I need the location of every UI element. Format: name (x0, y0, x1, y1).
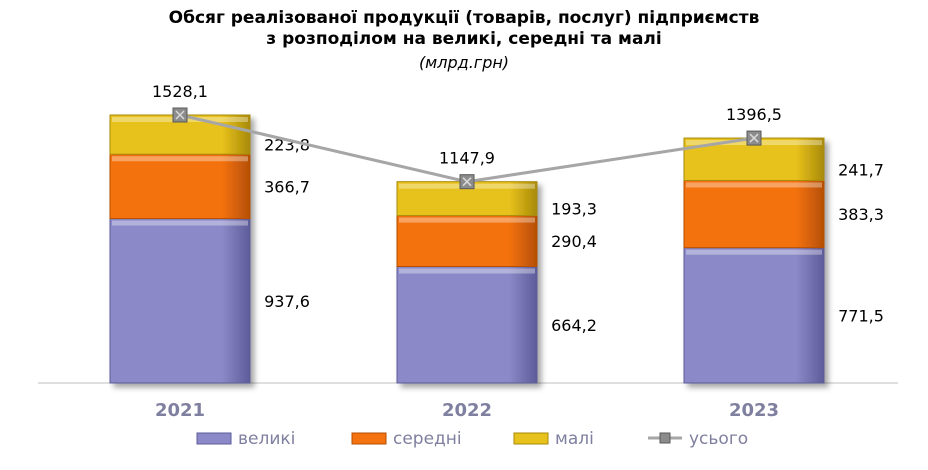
x-tick-label-2023: 2023 (729, 400, 779, 421)
bar-bevel-середні-2021 (112, 156, 248, 162)
x-tick-label-2021: 2021 (155, 400, 205, 421)
bar-bevel-великі-2021 (112, 220, 248, 226)
legend-swatch-малі (513, 432, 549, 445)
bar-segment-великі-2021 (109, 218, 251, 384)
bar-stack-2021 (109, 114, 251, 384)
legend-label-усього: усього (689, 429, 748, 449)
data-label-великі-2023: 771,5 (838, 306, 884, 325)
data-label-малі-2022: 193,3 (551, 200, 597, 219)
total-label-2021: 1528,1 (152, 82, 208, 101)
data-label-великі-2022: 664,2 (551, 316, 597, 335)
chart-subtitle: (млрд.грн) (418, 53, 510, 72)
bar-segment-середні-2022 (396, 215, 538, 268)
data-label-малі-2023: 241,7 (838, 160, 884, 179)
legend-label-середні: середні (393, 429, 462, 449)
chart-title-line-2: з розподілом на великі, середні та малі (266, 29, 662, 49)
data-label-середні-2022: 290,4 (551, 232, 597, 251)
bar-segment-великі-2023 (683, 247, 825, 384)
data-label-середні-2023: 383,3 (838, 205, 884, 224)
data-label-великі-2021: 937,6 (264, 292, 310, 311)
bar-bevel-середні-2023 (686, 182, 822, 188)
legend-marker-усього (659, 432, 671, 444)
bar-segment-великі-2022 (396, 266, 538, 384)
chart-title-block: Обсяг реалізованої продукції (товарів, п… (0, 8, 928, 74)
bar-segment-середні-2023 (683, 179, 825, 249)
total-label-2022: 1147,9 (439, 149, 495, 168)
bar-stack-2023 (683, 137, 825, 384)
total-marker-cross-2021 (175, 110, 185, 120)
bar-bevel-середні-2022 (399, 217, 535, 223)
total-marker-cross-2022 (462, 177, 472, 187)
total-marker-cross-2023 (749, 133, 759, 143)
legend-swatch-великі (196, 432, 232, 445)
data-label-середні-2021: 366,7 (264, 177, 310, 196)
chart-title-line-1: Обсяг реалізованої продукції (товарів, п… (168, 8, 760, 28)
total-label-2023: 1396,5 (726, 105, 782, 124)
bar-stack-2022 (396, 181, 538, 384)
bar-bevel-великі-2023 (686, 249, 822, 255)
bar-segment-середні-2021 (109, 153, 251, 220)
legend-label-малі: малі (555, 429, 594, 449)
data-label-малі-2021: 223,8 (264, 136, 310, 155)
legend-label-великі: великі (238, 429, 295, 449)
bar-bevel-великі-2022 (399, 268, 535, 274)
x-tick-label-2022: 2022 (442, 400, 492, 421)
legend-swatch-середні (351, 432, 387, 445)
